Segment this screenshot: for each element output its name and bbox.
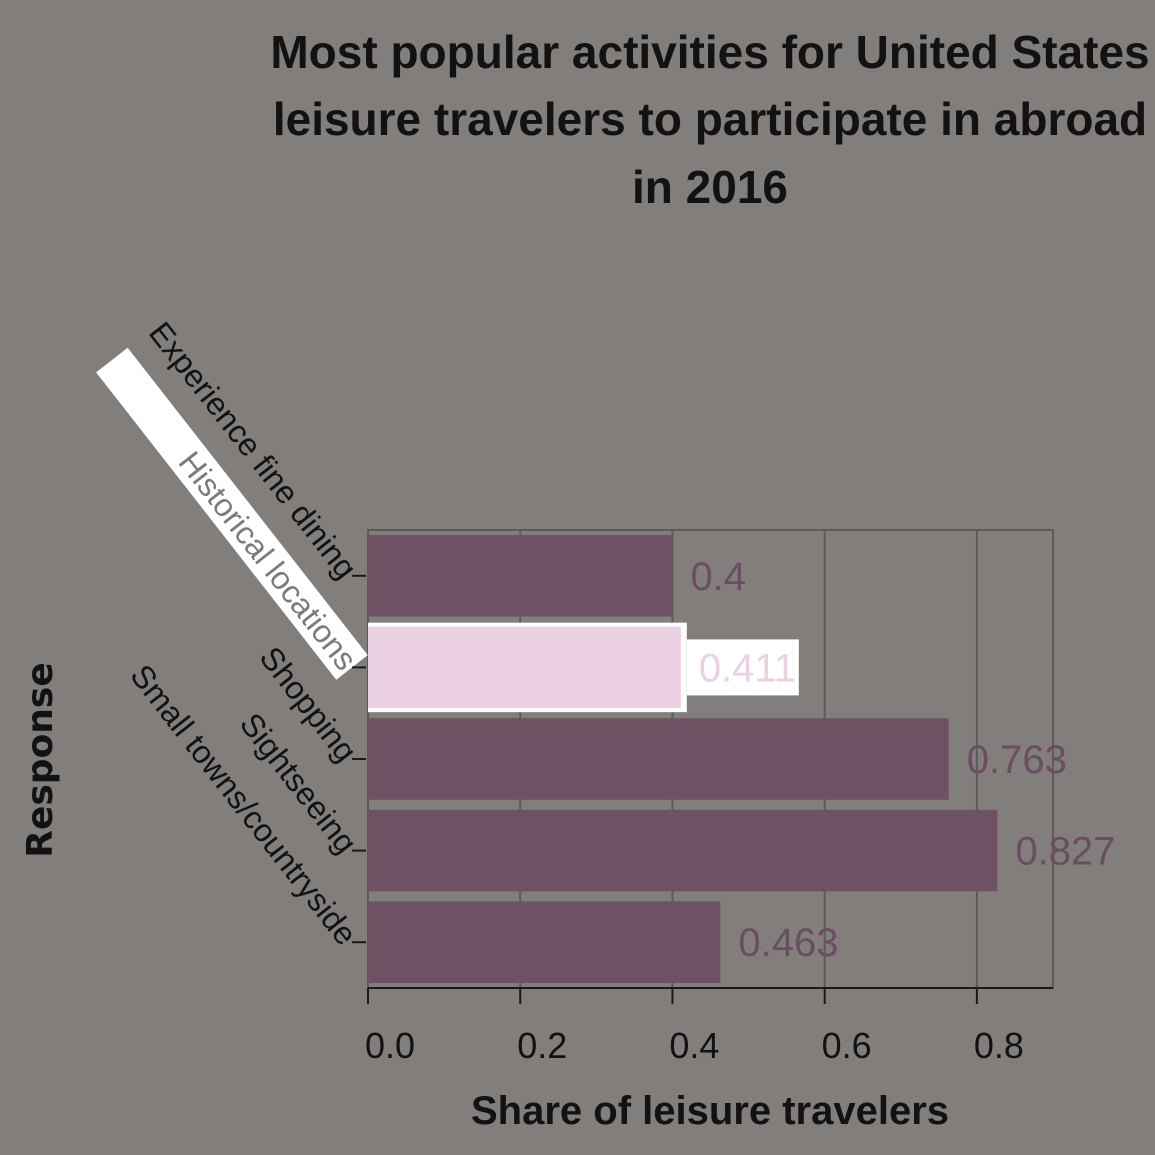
x-tick-label: 0.6 <box>822 1025 872 1066</box>
bar <box>368 809 998 892</box>
x-tick-label: 0.4 <box>669 1025 719 1066</box>
x-tick-label: 0.0 <box>365 1025 415 1066</box>
bar-value-label: 0.827 <box>1015 830 1115 874</box>
bar <box>368 718 949 800</box>
bar <box>368 901 721 983</box>
x-axis-title: Share of leisure travelers <box>471 1089 949 1133</box>
bar-value-label: 0.411 <box>699 646 796 690</box>
x-axis: 0.0 0.2 0.4 0.6 0.8 <box>365 987 1053 1066</box>
chart-title-line: Most popular activities for United State… <box>270 26 1149 78</box>
x-tick-label: 0.2 <box>517 1025 567 1066</box>
y-axis-title: Response <box>20 662 61 858</box>
chart-title: Most popular activities for United State… <box>270 26 1149 213</box>
value-labels: 0.4 0.411 0.763 0.827 0.463 <box>690 555 1115 965</box>
chart-title-line: in 2016 <box>632 161 788 213</box>
bar <box>368 626 681 709</box>
bar <box>368 535 673 617</box>
bar-value-label: 0.463 <box>738 921 838 965</box>
bar-value-label: 0.4 <box>690 555 746 599</box>
bars <box>368 535 998 983</box>
highlight-value-box <box>686 639 799 696</box>
x-tick-label: 0.8 <box>974 1025 1024 1066</box>
highlight-label-band <box>96 347 368 680</box>
bar-value-label: 0.763 <box>967 738 1067 782</box>
chart-title-line: leisure travelers to participate in abro… <box>273 93 1147 145</box>
